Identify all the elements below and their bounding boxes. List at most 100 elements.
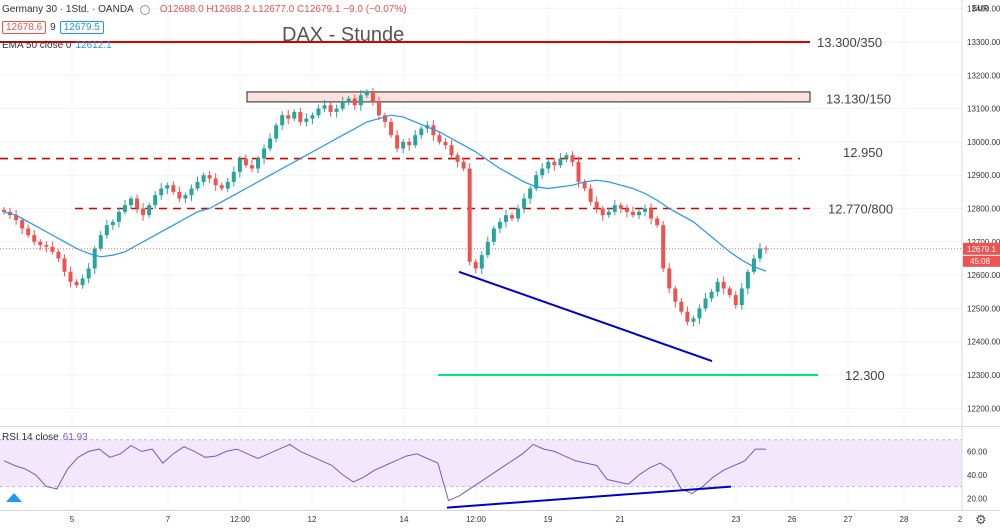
- candle-body: [44, 245, 49, 247]
- candle-body: [534, 175, 539, 189]
- candle-body: [522, 198, 527, 209]
- candle-body: [467, 168, 472, 262]
- candle-body: [703, 298, 708, 309]
- time-tick-label: 12:00: [230, 515, 251, 524]
- candle-body: [679, 301, 684, 312]
- candle-body: [292, 111, 297, 119]
- ohlc-values: O12688.0 H12688.2 L12677.0 C12679.1 −9.0…: [159, 4, 407, 15]
- price-tick-label: 13100.00: [967, 105, 1000, 114]
- candle-body: [401, 141, 406, 149]
- bid-button[interactable]: 12678.6: [2, 21, 47, 34]
- candle-body: [38, 241, 43, 246]
- rsi-band: [0, 439, 962, 487]
- symbol-label: Germany 30 · 1Std. · OANDA: [2, 4, 134, 15]
- level-label-l2: 13.130/150: [826, 92, 891, 107]
- candle-body: [171, 185, 176, 192]
- candle-body: [153, 195, 158, 206]
- rsi-legend[interactable]: RSI 14 close 61.93: [2, 432, 88, 443]
- ask-button[interactable]: 12679.5: [59, 21, 104, 34]
- candle-body: [383, 115, 387, 122]
- currency-label: EUR: [972, 4, 989, 13]
- candle-body: [298, 111, 303, 122]
- price-tick-label: 12500.00: [967, 304, 1000, 313]
- candle-body: [594, 201, 599, 209]
- candle-body: [225, 181, 230, 189]
- time-tick-label: 21: [616, 515, 625, 524]
- tradingview-logo-icon[interactable]: [5, 490, 23, 508]
- candle-body: [745, 271, 750, 289]
- price-tick-label: 12800.00: [967, 205, 1000, 214]
- candle-body: [104, 225, 109, 236]
- rsi-tick-label: 40.00: [967, 471, 988, 480]
- price-tick-label: 12400.00: [967, 338, 1000, 347]
- candle-body: [56, 251, 61, 259]
- candle-body: [673, 288, 678, 302]
- candle-body: [485, 241, 490, 256]
- candle-body: [122, 205, 127, 212]
- candle-body: [207, 175, 212, 179]
- level-label-l5: 12.300: [845, 368, 885, 383]
- candle-body: [370, 91, 375, 102]
- candle-body: [600, 208, 605, 216]
- candle-body: [413, 135, 418, 146]
- time-tick-label: 5: [70, 515, 75, 524]
- candle-body: [407, 141, 412, 146]
- candle-body: [461, 161, 466, 169]
- candle-body: [751, 258, 756, 272]
- candle-body: [92, 248, 97, 269]
- candle-body: [376, 101, 381, 116]
- candle-body: [709, 291, 714, 299]
- price-panel[interactable]: 13.300/350 13.130/150 12.950 12.770/800 12.3…: [0, 35, 962, 383]
- candle-body: [328, 105, 333, 112]
- rsi-label: RSI 14 close: [2, 432, 59, 443]
- candle-body: [80, 278, 85, 286]
- candle-body: [50, 246, 55, 252]
- ema-value: 12612.1: [75, 40, 112, 51]
- price-tick-label: 13200.00: [967, 71, 1000, 80]
- symbol-legend: Germany 30 · 1Std. · OANDA O12688.0 H126…: [2, 4, 407, 15]
- candle-body: [715, 281, 720, 292]
- candle-body: [2, 209, 6, 212]
- quote-legend: 12678.6 9 12679.5: [2, 21, 104, 34]
- candle-body: [116, 211, 121, 222]
- current-price-label: 12679.1: [967, 245, 996, 254]
- candle-body: [310, 115, 315, 119]
- candle-body: [268, 138, 273, 149]
- level-label-l3: 12.950: [843, 145, 883, 160]
- candle-body: [62, 258, 67, 272]
- candle-body: [431, 125, 436, 136]
- candle-body: [721, 281, 726, 289]
- candle-body: [661, 225, 666, 269]
- price-tick-label: 12200.00: [967, 404, 1000, 413]
- price-tick-label: 13400.00: [967, 5, 1000, 14]
- gear-icon[interactable]: ⚙: [975, 512, 987, 527]
- candle-body: [304, 118, 309, 122]
- candle-body: [389, 121, 394, 136]
- rsi-line: [3, 443, 767, 502]
- candle-body: [32, 235, 37, 242]
- candle-body: [165, 185, 170, 189]
- price-trendline: [458, 270, 713, 362]
- candle-body: [256, 158, 260, 169]
- time-tick-label: 23: [732, 515, 741, 524]
- candle-body: [20, 220, 25, 229]
- candle-body: [280, 115, 285, 126]
- rsi-panel[interactable]: [0, 439, 962, 509]
- time-tick-label: 14: [400, 515, 409, 524]
- ema-legend[interactable]: EMA 50 close 0 12612.1: [2, 40, 112, 51]
- candle-body: [322, 105, 327, 109]
- candle-body: [697, 308, 702, 319]
- settings-icon[interactable]: [139, 4, 150, 15]
- time-tick-label: 12: [308, 515, 317, 524]
- candle-body: [733, 295, 738, 306]
- candle-body: [630, 211, 635, 216]
- candle-body: [540, 168, 545, 176]
- candle-body: [576, 161, 581, 182]
- candle-body: [195, 181, 200, 189]
- candle-body: [243, 158, 248, 166]
- candle-body: [558, 158, 563, 166]
- price-tick-label: 12300.00: [967, 371, 1000, 380]
- candle-body: [449, 145, 454, 156]
